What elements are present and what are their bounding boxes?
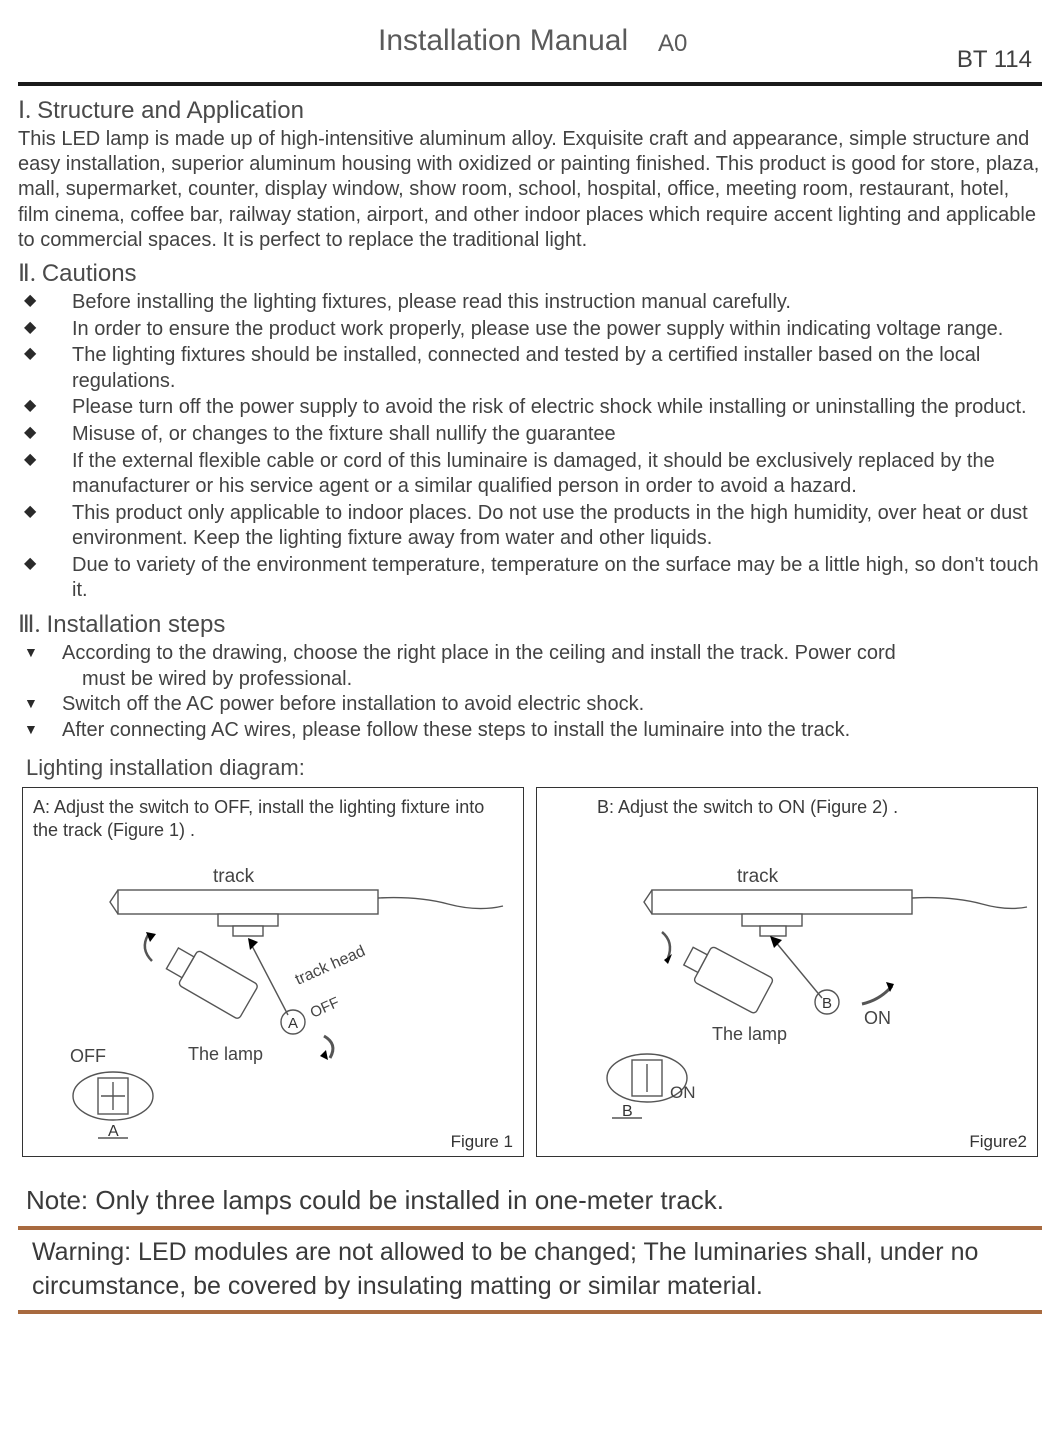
diagram-title: Lighting installation diagram:: [26, 755, 1042, 781]
section-3-heading: Ⅲ.Installation steps: [18, 610, 1042, 639]
cautions-list: Before installing the lighting fixtures,…: [18, 290, 1042, 604]
brown-rule-bottom: [18, 1310, 1042, 1314]
label-track-b: track: [737, 866, 779, 887]
step-subtext: must be wired by professional.: [62, 667, 1042, 693]
label-on-big: ON: [864, 1008, 891, 1028]
step-text: According to the drawing, choose the rig…: [62, 642, 896, 664]
brown-rule-top: [18, 1226, 1042, 1230]
warning-text: Warning: LED modules are not allowed to …: [32, 1236, 1032, 1304]
note-text: Note: Only three lamps could be installe…: [26, 1185, 1042, 1216]
label-lamp-b: The lamp: [712, 1024, 787, 1044]
label-track: track: [213, 866, 255, 887]
header: Installation Manual A0 BT 114: [18, 20, 1042, 70]
step-item: According to the drawing, choose the rig…: [18, 641, 1042, 692]
panel-b-illustration: track B ON The lamp ON B: [537, 840, 1037, 1150]
page: Installation Manual A0 BT 114 Ⅰ.Structur…: [0, 0, 1060, 1350]
caution-item: Misuse of, or changes to the fixture sha…: [18, 422, 1042, 448]
step-item: After connecting AC wires, please follow…: [18, 718, 1042, 744]
label-off-small: OFF: [308, 994, 342, 1022]
diagram-panel-a: A: Adjust the switch to OFF, install the…: [22, 787, 524, 1157]
panel-a-caption: A: Adjust the switch to OFF, install the…: [33, 796, 513, 841]
section-1-body: This LED lamp is made up of high-intensi…: [18, 127, 1042, 253]
doc-title: Installation Manual: [378, 24, 628, 58]
caution-item: Please turn off the power supply to avoi…: [18, 395, 1042, 421]
section-2-numeral: Ⅱ.: [18, 261, 36, 287]
model-code: BT 114: [957, 46, 1032, 74]
underline-b: B: [622, 1103, 633, 1120]
panel-b-caption: B: Adjust the switch to ON (Figure 2) .: [547, 796, 1027, 819]
step-item: Switch off the AC power before installat…: [18, 692, 1042, 718]
caution-item: If the external flexible cable or cord o…: [18, 449, 1042, 500]
diagram-panel-b: B: Adjust the switch to ON (Figure 2) .: [536, 787, 1038, 1157]
caution-item: In order to ensure the product work prop…: [18, 317, 1042, 343]
revision-code: A0: [658, 30, 687, 58]
section-1-heading: Ⅰ.Structure and Application: [18, 96, 1042, 125]
circle-a-label: A: [288, 1015, 298, 1032]
caution-item: This product only applicable to indoor p…: [18, 501, 1042, 552]
section-1-numeral: Ⅰ.: [18, 98, 31, 124]
diagram-row: A: Adjust the switch to OFF, install the…: [22, 787, 1038, 1157]
panel-a-illustration: track track head A OFF OFF The lamp A: [23, 840, 523, 1150]
underline-a: A: [108, 1123, 119, 1140]
figure-2-label: Figure2: [969, 1132, 1027, 1152]
header-rule: [18, 82, 1042, 86]
label-off-big: OFF: [70, 1046, 106, 1066]
section-1-title: Structure and Application: [37, 97, 304, 124]
caution-item: The lighting fixtures should be installe…: [18, 343, 1042, 394]
section-2-heading: Ⅱ.Cautions: [18, 259, 1042, 288]
label-on-small: ON: [670, 1083, 696, 1102]
label-trackhead: track head: [293, 943, 368, 989]
steps-list: According to the drawing, choose the rig…: [18, 641, 1042, 743]
circle-b-label: B: [822, 995, 832, 1012]
caution-item: Before installing the lighting fixtures,…: [18, 290, 1042, 316]
section-3-numeral: Ⅲ.: [18, 612, 41, 638]
section-2-title: Cautions: [42, 260, 137, 287]
caution-item: Due to variety of the environment temper…: [18, 553, 1042, 604]
section-3-title: Installation steps: [47, 611, 226, 638]
figure-1-label: Figure 1: [451, 1132, 513, 1152]
label-lamp-a: The lamp: [188, 1044, 263, 1064]
